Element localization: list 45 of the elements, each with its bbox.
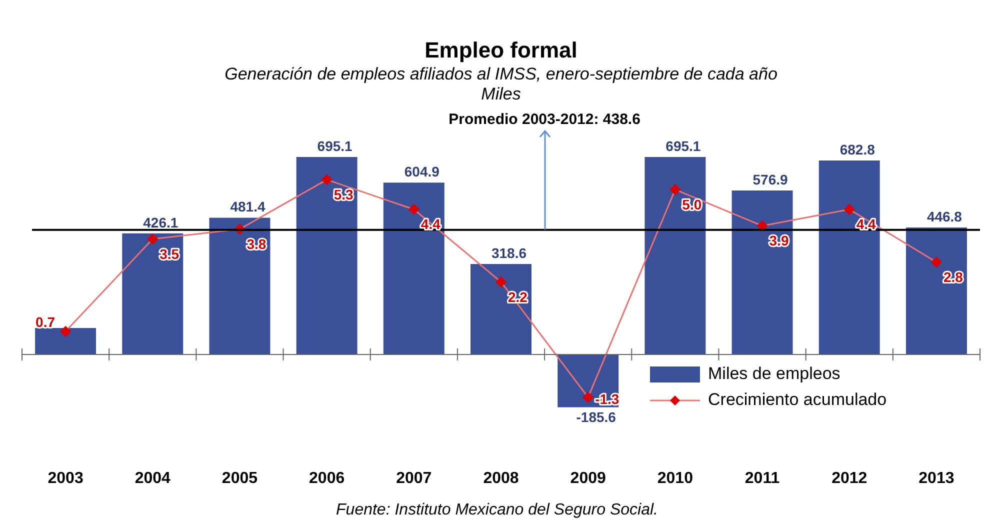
data-label: 426.1	[143, 214, 178, 230]
data-label: 576.9	[752, 171, 788, 188]
x-tick-label: 2004	[134, 470, 171, 487]
data-label: 4.4	[856, 216, 876, 232]
data-label: 5.0	[682, 196, 702, 212]
bar	[818, 160, 880, 354]
data-label: 5.3	[334, 186, 354, 203]
bar	[122, 233, 184, 354]
x-tick-label: 2006	[309, 470, 345, 487]
bar	[296, 156, 358, 354]
data-label: 3.9	[769, 232, 789, 249]
data-label: 3.5	[160, 246, 180, 262]
bar	[209, 218, 270, 354]
x-tick-label: 2010	[657, 470, 694, 487]
x-tick-label: 2008	[483, 470, 519, 487]
bar	[383, 182, 444, 354]
x-tick-label: 2013	[918, 470, 954, 487]
bar	[470, 264, 532, 354]
x-tick-label: 2007	[396, 470, 432, 487]
data-label: 2.8	[943, 268, 964, 285]
data-label: 604.9	[404, 163, 440, 180]
x-tick-label: 2009	[570, 470, 606, 487]
bar	[906, 228, 967, 354]
data-label: 0.7	[36, 314, 56, 330]
ref-line-label: Promedio 2003-2012: 438.6	[448, 110, 640, 128]
bar	[35, 328, 96, 354]
legend-label: Miles de empleos	[708, 364, 840, 384]
data-label: 481.4	[230, 198, 266, 215]
x-tick-label: 2005	[222, 470, 258, 487]
x-tick-label: 2003	[48, 470, 84, 487]
bar	[732, 190, 793, 354]
data-label: 695.1	[317, 138, 353, 154]
data-label: 3.8	[246, 236, 266, 252]
x-tick-label: 2012	[832, 470, 868, 487]
legend-label: Crecimiento acumulado	[708, 390, 887, 410]
data-label: -185.6	[576, 409, 616, 426]
chart-title: Empleo formal	[424, 37, 578, 62]
source-note: Fuente: Instituto Mexicano del Seguro Social.	[336, 501, 658, 518]
bar	[644, 156, 706, 354]
data-label: 682.8	[840, 141, 876, 158]
chart-subtitle: Generación de empleos afiliados al IMSS, enero-septiembre de cada año Miles	[224, 64, 778, 104]
data-label: 318.6	[491, 244, 527, 261]
x-tick-label: 2011	[744, 470, 780, 487]
data-label: 446.8	[926, 208, 962, 224]
data-label: 695.1	[666, 138, 701, 154]
